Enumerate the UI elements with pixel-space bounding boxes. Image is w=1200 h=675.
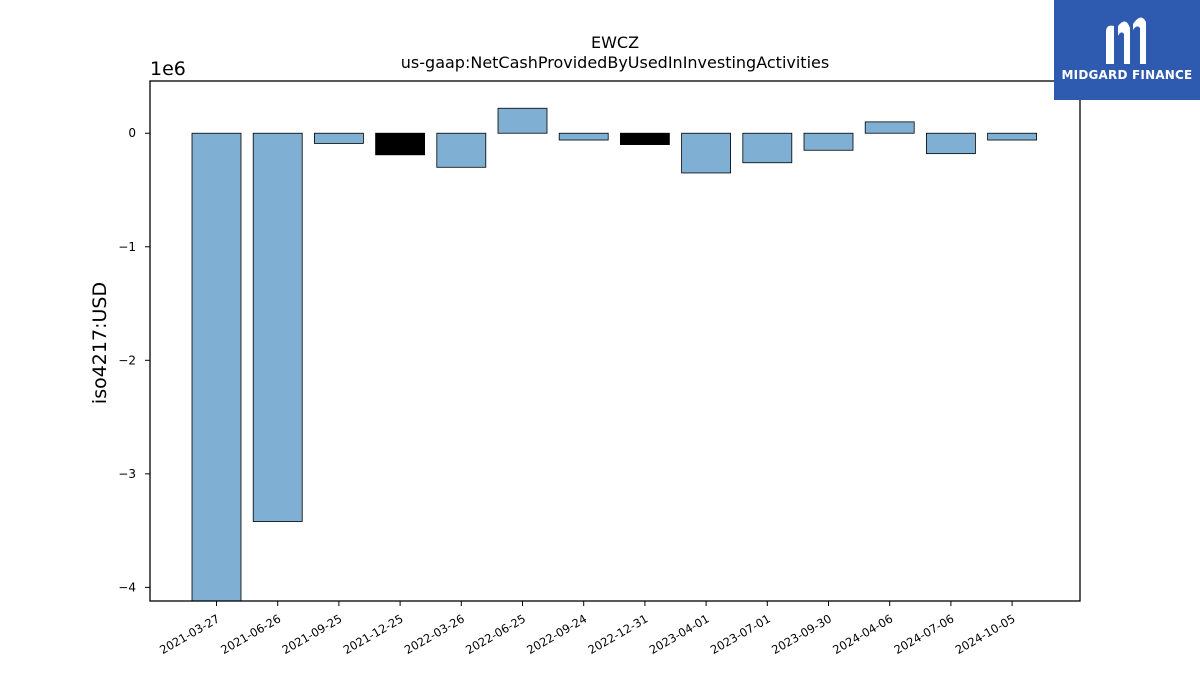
y-scale-label: 1e6 (150, 58, 186, 80)
bar-2021-09-25 (313, 132, 364, 144)
x-tick-label: 2024-04-06 (830, 611, 895, 657)
x-axis: 2021-03-272021-06-262021-09-252021-12-25… (157, 601, 1018, 657)
x-tick-label: 2023-07-01 (708, 611, 773, 657)
x-tick-label: 2023-04-01 (647, 611, 712, 657)
midgard-finance-logo: MIDGARD FINANCE (1054, 0, 1200, 100)
x-tick-label: 2021-03-27 (157, 611, 222, 657)
logo-mark-icon (1106, 17, 1146, 65)
x-tick-label: 2024-10-05 (953, 611, 1018, 657)
x-tick-label: 2023-09-30 (769, 611, 834, 657)
y-tick-label: 0 (128, 126, 136, 140)
y-axis: 0 −1 −2 −3 −4 (118, 126, 150, 594)
x-tick-label: 2022-09-24 (524, 611, 589, 657)
y-tick-label: −2 (118, 353, 136, 367)
y-tick-label: −4 (118, 580, 136, 594)
bar-2022-12-31 (620, 132, 670, 145)
y-tick-label: −3 (118, 467, 136, 481)
bar-2021-03-27 (191, 132, 242, 602)
bar-2022-06-25 (497, 107, 548, 134)
bar-2024-04-06 (864, 121, 915, 134)
bar-2021-06-26 (252, 132, 303, 522)
x-tick-label: 2022-12-31 (586, 611, 651, 657)
x-tick-label: 2021-09-25 (280, 611, 345, 657)
x-tick-label: 2022-06-25 (463, 611, 528, 657)
bar-2023-09-30 (803, 132, 854, 151)
bar-2023-07-01 (742, 132, 793, 164)
x-tick-label: 2024-07-06 (892, 611, 957, 657)
plot-frame (149, 80, 1081, 602)
y-axis-label: iso4217:USD (89, 282, 111, 404)
bar-2024-10-05 (987, 132, 1037, 141)
bar-2023-04-01 (681, 132, 731, 174)
y-tick-label: −1 (118, 240, 136, 254)
bar-2022-09-24 (558, 132, 609, 141)
bar-2024-07-06 (926, 132, 976, 155)
chart-title: EWCZ (591, 33, 639, 52)
x-tick-label: 2022-03-26 (402, 611, 467, 657)
bar-2021-12-25 (375, 132, 426, 156)
bars-group (191, 107, 1037, 602)
logo-text: MIDGARD FINANCE (1061, 68, 1193, 82)
chart-subtitle: us-gaap:NetCashProvidedByUsedInInvesting… (401, 53, 829, 72)
x-tick-label: 2021-12-25 (341, 611, 406, 657)
bar-2022-03-26 (436, 132, 487, 168)
x-tick-label: 2021-06-26 (218, 611, 283, 657)
